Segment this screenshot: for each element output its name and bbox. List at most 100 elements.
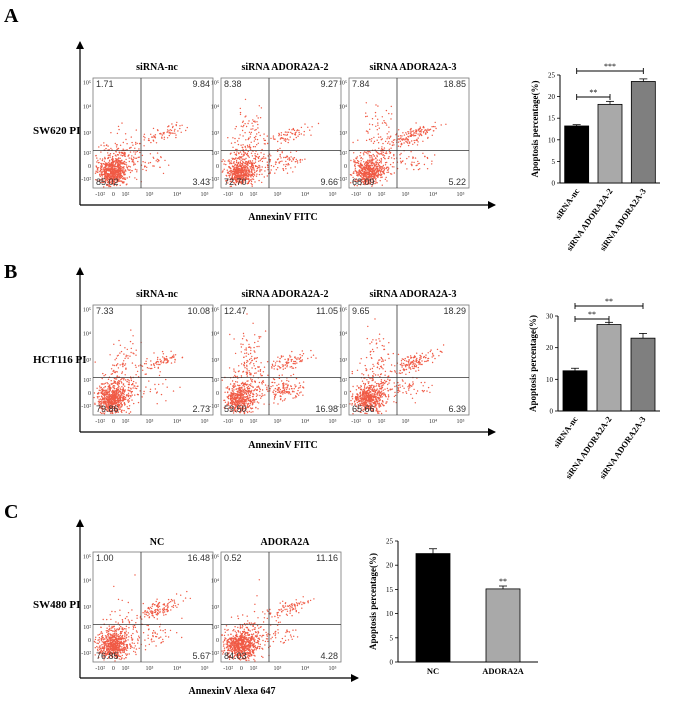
event-dot bbox=[118, 383, 121, 385]
event-dot bbox=[365, 391, 368, 394]
event-dot bbox=[354, 167, 357, 169]
event-dot bbox=[248, 391, 250, 393]
event-dot bbox=[350, 159, 352, 162]
event-dot bbox=[375, 400, 378, 403]
event-dot bbox=[101, 177, 103, 179]
event-dot bbox=[383, 120, 385, 122]
event-dot bbox=[378, 402, 380, 405]
event-dot bbox=[279, 357, 281, 360]
event-dot bbox=[250, 180, 253, 183]
event-dot bbox=[276, 384, 278, 387]
event-dot bbox=[394, 391, 396, 394]
event-dot bbox=[116, 178, 118, 181]
event-dot bbox=[96, 167, 99, 169]
event-dot bbox=[118, 174, 120, 176]
event-dot bbox=[412, 134, 414, 136]
event-dot bbox=[284, 140, 287, 142]
event-dot bbox=[394, 139, 396, 141]
event-dot bbox=[281, 390, 284, 393]
event-dot bbox=[365, 399, 367, 402]
event-dot bbox=[229, 180, 231, 183]
event-dot bbox=[171, 132, 173, 134]
event-dot bbox=[377, 142, 380, 144]
event-dot bbox=[391, 141, 393, 143]
event-dot bbox=[97, 401, 100, 403]
event-dot bbox=[252, 178, 255, 180]
event-dot bbox=[375, 385, 378, 387]
event-dot bbox=[118, 160, 121, 162]
event-dot bbox=[287, 131, 290, 133]
event-dot bbox=[245, 161, 247, 163]
event-dot bbox=[246, 365, 248, 367]
event-dot bbox=[131, 399, 133, 401]
event-dot bbox=[125, 367, 127, 369]
event-dot bbox=[365, 393, 368, 395]
event-dot bbox=[233, 168, 235, 170]
event-dot bbox=[238, 387, 241, 389]
event-dot bbox=[104, 398, 106, 401]
event-dot bbox=[123, 178, 125, 180]
event-dot bbox=[243, 393, 245, 396]
event-dot bbox=[381, 166, 384, 168]
event-dot bbox=[112, 392, 114, 394]
event-dot bbox=[246, 380, 248, 382]
event-dot bbox=[232, 170, 235, 173]
event-dot bbox=[136, 171, 138, 173]
event-dot bbox=[244, 349, 246, 351]
event-dot bbox=[255, 135, 257, 138]
event-dot bbox=[287, 362, 289, 364]
event-dot bbox=[256, 153, 259, 155]
event-dot bbox=[124, 173, 126, 175]
event-dot bbox=[172, 132, 174, 134]
event-dot bbox=[381, 116, 383, 118]
event-dot bbox=[366, 386, 368, 388]
event-dot bbox=[226, 387, 229, 389]
event-dot bbox=[97, 169, 99, 171]
event-dot bbox=[128, 412, 130, 415]
event-dot bbox=[259, 159, 261, 162]
event-dot bbox=[157, 161, 159, 163]
event-dot bbox=[391, 113, 393, 115]
event-dot bbox=[103, 169, 105, 171]
scatter-dots bbox=[221, 98, 320, 188]
event-dot bbox=[107, 181, 110, 184]
event-dot bbox=[119, 144, 122, 146]
event-dot bbox=[298, 129, 300, 132]
event-dot bbox=[238, 388, 240, 390]
event-dot bbox=[133, 164, 135, 166]
event-dot bbox=[118, 157, 120, 159]
event-dot bbox=[108, 149, 110, 151]
x-tick-label: 0 bbox=[240, 419, 243, 425]
event-dot bbox=[377, 176, 379, 179]
event-dot bbox=[149, 153, 152, 155]
event-dot bbox=[113, 184, 115, 187]
event-dot bbox=[410, 127, 412, 130]
event-dot bbox=[303, 130, 305, 133]
event-dot bbox=[238, 397, 240, 399]
event-dot bbox=[263, 366, 266, 368]
event-dot bbox=[236, 381, 239, 383]
event-dot bbox=[131, 362, 134, 364]
event-dot bbox=[294, 134, 297, 136]
event-dot bbox=[371, 160, 373, 162]
event-dot bbox=[248, 178, 250, 180]
event-dot bbox=[235, 388, 238, 390]
event-dot bbox=[127, 169, 130, 171]
event-dot bbox=[229, 401, 232, 404]
event-dot bbox=[357, 397, 359, 399]
event-dot bbox=[392, 139, 395, 141]
event-dot bbox=[106, 162, 108, 165]
event-dot bbox=[385, 402, 387, 405]
event-dot bbox=[358, 170, 360, 172]
event-dot bbox=[295, 357, 297, 359]
event-dot bbox=[103, 142, 105, 144]
event-dot bbox=[135, 349, 137, 351]
event-dot bbox=[367, 171, 370, 173]
event-dot bbox=[168, 125, 170, 127]
event-dot bbox=[106, 393, 108, 395]
event-dot bbox=[124, 155, 126, 157]
event-dot bbox=[118, 339, 120, 342]
event-dot bbox=[388, 126, 390, 128]
event-dot bbox=[119, 151, 121, 153]
event-dot bbox=[96, 392, 99, 395]
